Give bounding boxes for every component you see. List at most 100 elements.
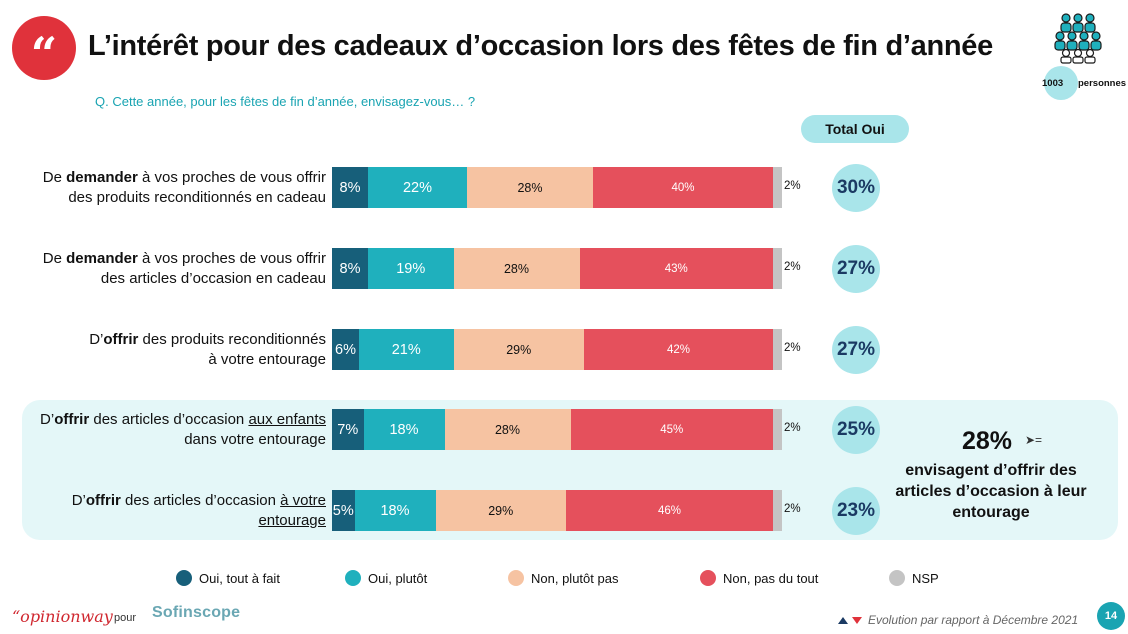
question-text: Q. Cette année, pour les fêtes de fin d’… xyxy=(95,94,476,109)
seg-oui-tout-a-fait: 5% xyxy=(332,490,355,531)
arrow-down-icon xyxy=(852,616,862,624)
seg-nsp xyxy=(773,329,782,370)
bar-row: 8% 19% 28% 43% xyxy=(332,248,782,289)
row-label-part: à vos proches de vous offrir xyxy=(137,250,326,267)
total-oui-value: 25% xyxy=(832,406,880,454)
row-label: D’offrir des produits reconditionnés à vo… xyxy=(6,330,326,370)
legend-item: Non, plutôt pas xyxy=(508,570,618,586)
row-label-part: des articles d’occasion xyxy=(120,492,281,509)
nsp-value-label: 2% xyxy=(784,261,801,273)
row-label-part: demander xyxy=(66,169,138,186)
evolution-note: Evolution par rapport à Décembre 2021 xyxy=(838,613,1078,627)
legend-item: Oui, tout à fait xyxy=(176,570,280,586)
row-label-part: demander xyxy=(66,250,138,267)
legend-swatch xyxy=(345,570,361,586)
seg-non-plutot-pas: 28% xyxy=(444,409,571,450)
arrow-up-icon xyxy=(838,616,848,624)
seg-non-plutot-pas: 28% xyxy=(467,167,593,208)
seg-oui-plutot: 21% xyxy=(359,329,454,370)
callout-percent: 28% xyxy=(962,427,1013,455)
row-label-part: dans votre entourage xyxy=(184,431,326,448)
total-oui-value: 30% xyxy=(832,164,880,212)
seg-oui-plutot: 18% xyxy=(363,409,445,450)
total-oui-header: Total Oui xyxy=(801,115,909,143)
row-label-part: aux enfants xyxy=(248,411,326,428)
legend-swatch xyxy=(508,570,524,586)
seg-oui-plutot: 18% xyxy=(354,490,436,531)
seg-nsp xyxy=(773,167,782,208)
bar-row: 8% 22% 28% 40% xyxy=(332,167,782,208)
seg-non-plutot-pas: 29% xyxy=(435,490,566,531)
seg-non-plutot-pas: 28% xyxy=(453,248,580,289)
row-label-part: à vos proches de vous offrir xyxy=(137,169,326,186)
evolution-text: Evolution par rapport à Décembre 2021 xyxy=(868,613,1079,627)
seg-oui-tout-a-fait: 8% xyxy=(332,167,368,208)
legend-label: Oui, plutôt xyxy=(368,570,428,586)
legend-swatch xyxy=(700,570,716,586)
row-label-part: entourage xyxy=(258,512,326,529)
total-oui-value: 27% xyxy=(832,245,880,293)
row-label-part: D’ xyxy=(89,331,104,348)
legend-swatch xyxy=(889,570,905,586)
sample-count: 1003 xyxy=(1042,78,1064,89)
people-group-icon xyxy=(1054,13,1102,64)
sample-label: personnes xyxy=(1078,78,1127,89)
sample-count-circle xyxy=(1044,66,1078,100)
page-number: 14 xyxy=(1097,602,1125,630)
seg-oui-plutot: 19% xyxy=(368,248,454,289)
row-label-part: des articles d’occasion xyxy=(89,411,249,428)
total-oui-value: 27% xyxy=(832,326,880,374)
legend-label: Oui, tout à fait xyxy=(199,570,280,586)
legend-label: NSP xyxy=(912,570,939,586)
legend-label: Non, plutôt pas xyxy=(531,570,619,586)
row-label-part: D’ xyxy=(40,411,55,428)
seg-non-plutot-pas: 29% xyxy=(453,329,584,370)
row-label-part: D’ xyxy=(71,492,86,509)
total-oui-value: 23% xyxy=(832,487,880,535)
seg-oui-plutot: 22% xyxy=(368,167,467,208)
seg-non-pas-du-tout: 46% xyxy=(566,490,773,531)
bar-row: 6% 21% 29% 42% xyxy=(332,329,782,370)
row-label-part: des produits reconditionnés xyxy=(138,331,326,348)
opinionway-logo: “opinionway xyxy=(12,607,113,626)
sample-size-badge: 1003 personnes xyxy=(1042,12,1126,100)
callout-text: envisagent d’offrir des articles d’occas… xyxy=(895,462,1087,521)
seg-nsp xyxy=(773,409,782,450)
row-label: De demander à vos proches de vous offrir… xyxy=(6,249,326,289)
row-label-part: offrir xyxy=(103,331,139,348)
seg-oui-tout-a-fait: 7% xyxy=(332,409,364,450)
legend-item: Oui, plutôt xyxy=(345,570,427,586)
sofinscope-logo: Sofinscope xyxy=(152,604,241,621)
callout-trend-mark: ➤= xyxy=(1025,433,1043,447)
footer-pour: pour xyxy=(114,612,137,624)
seg-oui-tout-a-fait: 8% xyxy=(332,248,368,289)
nsp-value-label: 2% xyxy=(784,342,801,354)
legend-item: NSP xyxy=(889,570,939,586)
legend-item: Non, pas du tout xyxy=(700,570,818,586)
quote-icon: “ xyxy=(12,16,76,81)
seg-non-pas-du-tout: 45% xyxy=(570,409,773,450)
row-label-part: à votre xyxy=(280,492,326,509)
page-title: L’intérêt pour des cadeaux d’occasion lo… xyxy=(88,30,993,62)
seg-nsp xyxy=(773,490,782,531)
nsp-value-label: 2% xyxy=(784,422,801,434)
seg-non-pas-du-tout: 43% xyxy=(579,248,773,289)
row-label-part: à votre entourage xyxy=(208,351,326,368)
legend-label: Non, pas du tout xyxy=(723,570,819,586)
row-label: De demander à vos proches de vous offrir… xyxy=(6,168,326,208)
seg-non-pas-du-tout: 40% xyxy=(593,167,773,208)
bar-row: 5% 18% 29% 46% xyxy=(332,490,782,531)
row-label-part: De xyxy=(42,250,67,267)
nsp-value-label: 2% xyxy=(784,503,801,515)
seg-nsp xyxy=(773,248,782,289)
nsp-value-label: 2% xyxy=(784,180,801,192)
row-label-part: des articles d’occasion en cadeau xyxy=(100,270,326,287)
row-label-part: offrir xyxy=(54,411,90,428)
row-label-part: De xyxy=(42,169,67,186)
row-label-part: des produits reconditionnés en cadeau xyxy=(68,189,326,206)
row-label: D’offrir des articles d’occasion aux enf… xyxy=(6,410,326,450)
seg-oui-tout-a-fait: 6% xyxy=(332,329,359,370)
seg-non-pas-du-tout: 42% xyxy=(584,329,773,370)
legend-swatch xyxy=(176,570,192,586)
row-label: D’offrir des articles d’occasion à votre… xyxy=(6,491,326,531)
